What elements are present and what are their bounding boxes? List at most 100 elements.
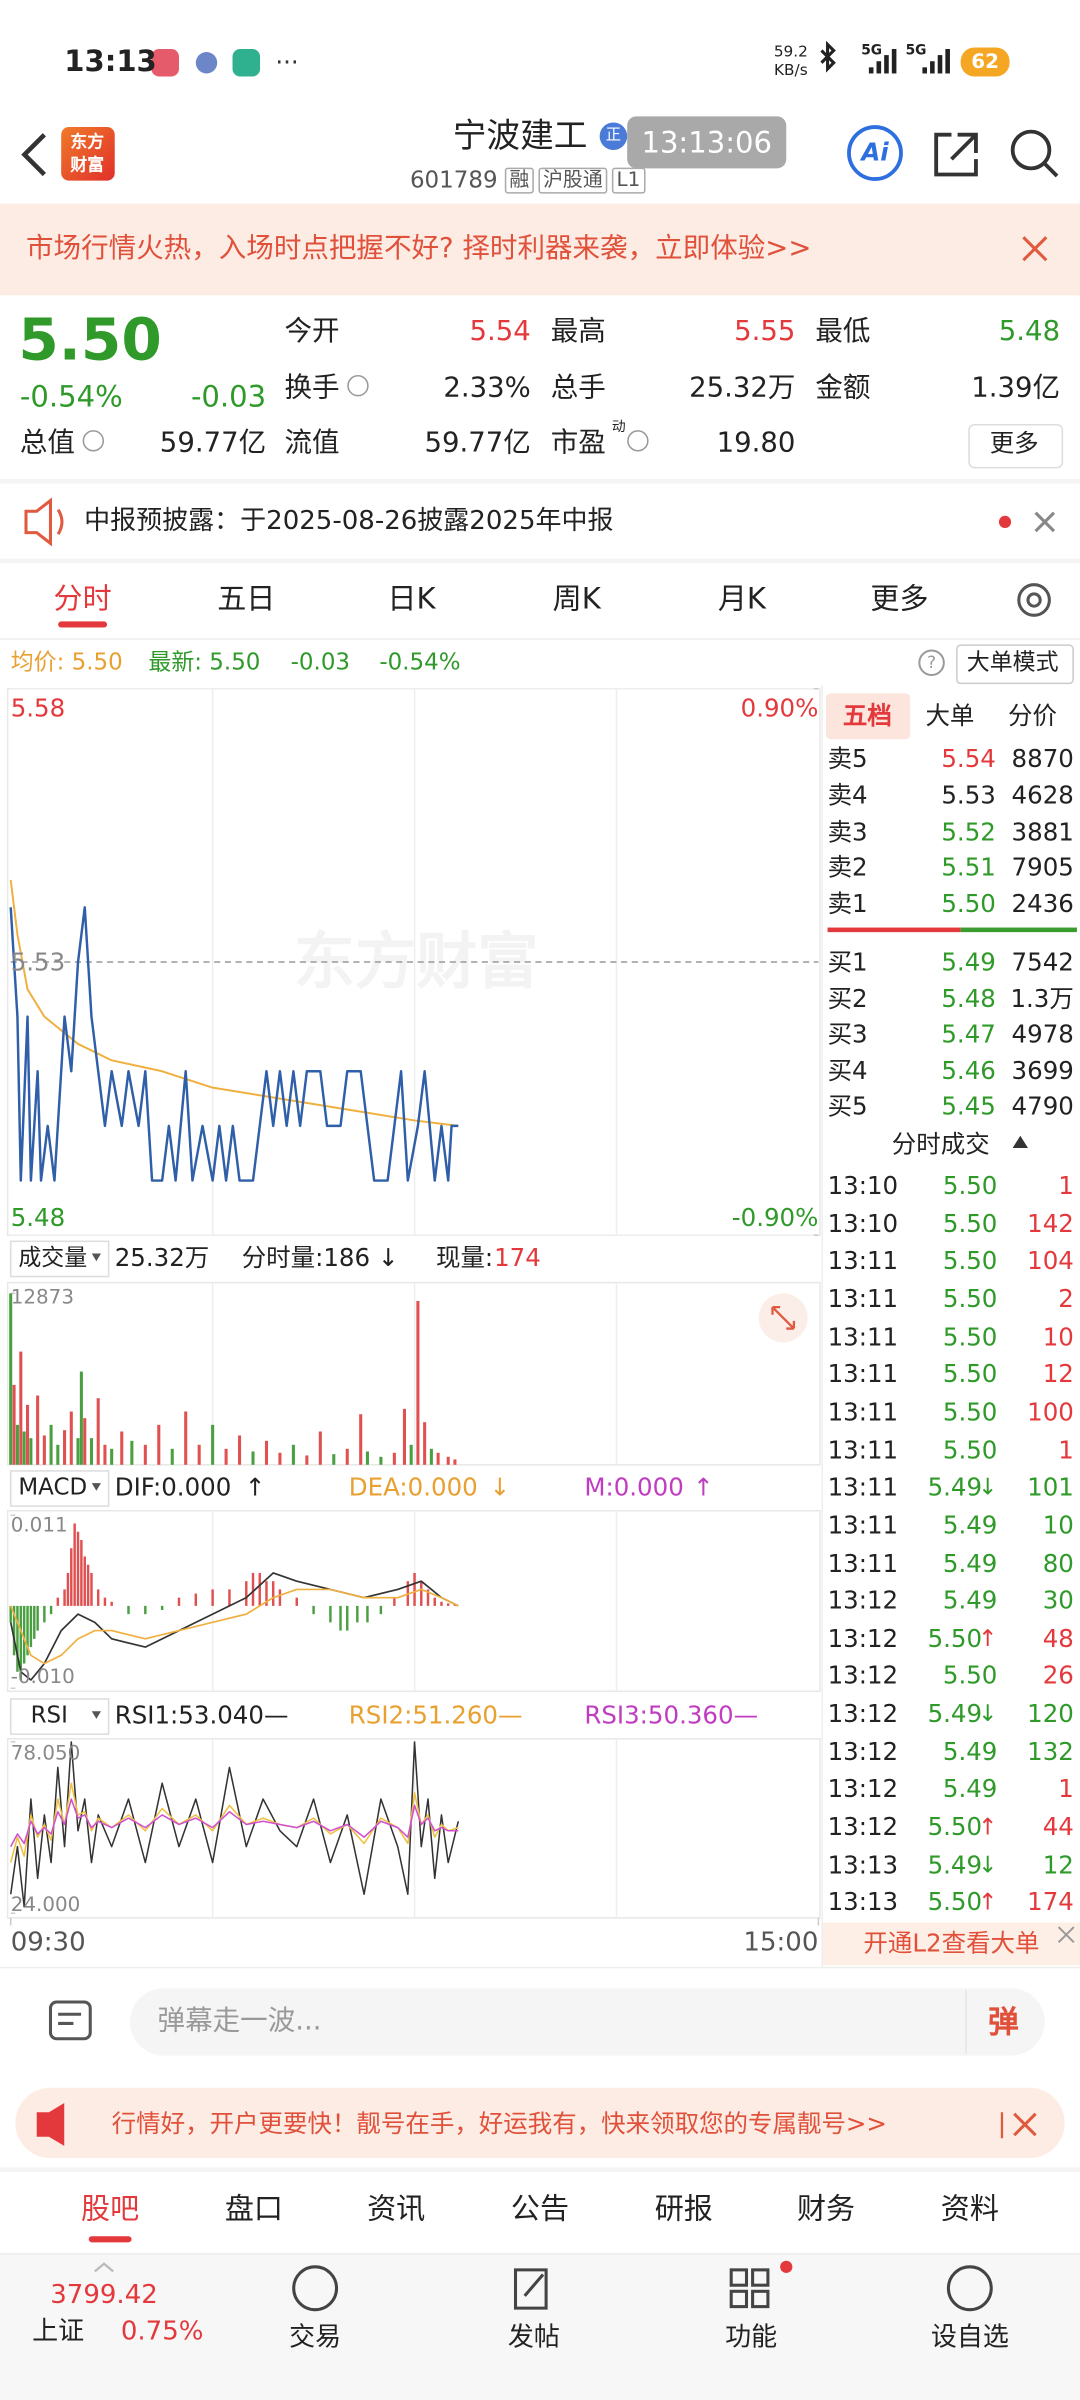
nav-item[interactable]: 交易	[289, 2322, 342, 2354]
indicator-select[interactable]: RSI	[30, 1701, 68, 1729]
more-button[interactable]	[968, 423, 1064, 469]
bottom-tab[interactable]: 研报	[654, 2192, 713, 2227]
comment-input[interactable]: 弹幕走一波...	[157, 2005, 322, 2038]
volume-bar	[69, 1411, 73, 1465]
trade-time: 13:13	[827, 1850, 899, 1880]
banner-text[interactable]: 市场行情火热，入场时点把握不好? 择时利器来袭，立即体验>>	[26, 232, 812, 265]
logo[interactable]	[61, 127, 115, 181]
index-pct[interactable]: 0.75%	[120, 2316, 204, 2348]
bottom-tab[interactable]: 公告	[510, 2192, 570, 2227]
nav-item[interactable]: 功能	[725, 2322, 778, 2354]
volume-bar	[110, 1448, 114, 1465]
book-tab[interactable]: 分价	[1008, 701, 1058, 731]
volume-bar	[9, 1293, 13, 1465]
volume-bar	[345, 1448, 349, 1465]
macd-bar	[228, 1589, 231, 1606]
macd-bar	[194, 1593, 198, 1606]
more-button[interactable]: 更多	[989, 428, 1039, 458]
bottom-tab[interactable]: 资料	[940, 2192, 999, 2227]
nav-item[interactable]: 设自选	[930, 2322, 1009, 2354]
bottom-tab[interactable]: 股吧	[81, 2192, 140, 2227]
macd-bar	[265, 1581, 268, 1606]
rsi2-label: RSI2:51.260—	[348, 1700, 523, 1730]
trades-title[interactable]: 分时成交	[891, 1129, 990, 1159]
trade-arrow: ↑	[978, 1813, 998, 1841]
book-tab[interactable]: 大单	[925, 701, 975, 731]
help-icon[interactable]: ?	[927, 652, 937, 673]
bottom-tab[interactable]: 盘口	[224, 2192, 284, 2227]
change: -0.03	[290, 648, 351, 676]
trade-time: 13:11	[827, 1321, 899, 1351]
tab[interactable]: 周K	[552, 582, 601, 617]
indicator-select[interactable]: 成交量	[18, 1243, 88, 1272]
macd-bar	[83, 1556, 86, 1606]
macd-bar	[66, 1572, 70, 1606]
macd-bar	[379, 1605, 383, 1615]
ad-text[interactable]: 行情好，开户更要快！靓号在手，好运我有，快来领取您的专属靓号>>	[111, 2109, 887, 2139]
tab[interactable]: 分时	[53, 582, 112, 617]
dif-label: DIF:0.000	[114, 1472, 232, 1502]
macd-bar	[440, 1601, 443, 1606]
bottom-tab[interactable]: 资讯	[367, 2192, 426, 2227]
book-tab[interactable]: 五档	[842, 701, 892, 731]
field-label: 市盈	[550, 427, 606, 460]
tab[interactable]: 更多	[870, 582, 929, 617]
dan-button[interactable]	[965, 1989, 1046, 2055]
l2-bg[interactable]	[822, 1922, 1080, 1966]
trade-price: 5.49	[942, 1585, 998, 1615]
trade-volume: 12	[1042, 1850, 1074, 1880]
trade-price: 5.50	[927, 1623, 983, 1653]
volume-bar	[63, 1430, 67, 1465]
logo-text[interactable]: 财富	[70, 155, 105, 176]
field-label: 总值	[19, 427, 75, 460]
book-volume: 7905	[1011, 853, 1074, 883]
macd-bar	[211, 1589, 214, 1606]
mode-button[interactable]: 大单模式	[966, 648, 1059, 676]
rsi1-label: RSI1:53.040—	[114, 1700, 289, 1730]
nav-item[interactable]: 发帖	[507, 2322, 560, 2354]
volume-bar	[238, 1435, 242, 1465]
ad-bg[interactable]	[15, 2087, 1065, 2159]
volume-bar	[453, 1459, 457, 1465]
info-icon	[627, 430, 649, 452]
index-value[interactable]: 3799.42	[50, 2279, 158, 2311]
field-label: 最低	[815, 315, 871, 348]
book-label: 买4	[827, 1055, 868, 1085]
indicator-select[interactable]: MACD	[18, 1473, 88, 1501]
book-volume: 1.3万	[1010, 983, 1074, 1013]
bottom-tab[interactable]: 财务	[796, 2192, 856, 2227]
logo-text[interactable]: 东方	[70, 132, 105, 153]
trade-volume: 100	[1027, 1397, 1074, 1427]
danmaku-button[interactable]: 弹	[988, 2003, 1019, 2041]
index-name[interactable]: 上证	[32, 2316, 85, 2348]
tab[interactable]: 五日	[217, 582, 276, 617]
volume-bar	[130, 1440, 134, 1465]
tab-underline	[88, 2236, 132, 2243]
field-label: 流值	[284, 427, 340, 460]
volume-bar	[96, 1398, 100, 1465]
book-panel	[821, 685, 1080, 1967]
tab[interactable]: 日K	[387, 582, 436, 617]
volume-bar	[15, 1424, 19, 1465]
macd-bar	[127, 1605, 130, 1615]
trade-price: 5.49	[942, 1774, 998, 1804]
book-tab-active[interactable]	[826, 693, 911, 740]
macd-bar	[26, 1605, 29, 1656]
volume-bar	[29, 1438, 33, 1465]
input-box[interactable]	[130, 1988, 1045, 2056]
info-icon	[347, 374, 369, 397]
ai-button[interactable]: Ai	[861, 137, 889, 167]
volume-bar	[409, 1444, 413, 1465]
macd-bar	[271, 1581, 275, 1606]
l2-link[interactable]: 开通L2查看大单	[863, 1928, 1040, 1958]
notice-text[interactable]: 中报预披露：于2025-08-26披露2025年中报	[84, 505, 614, 537]
volume-bar	[423, 1422, 427, 1465]
latest-price: 最新: 5.50	[148, 648, 261, 676]
tab[interactable]: 月K	[717, 582, 766, 617]
mode-button[interactable]	[956, 644, 1074, 685]
x-tick-label: 15:00	[743, 1927, 819, 1959]
volume-bar	[83, 1418, 87, 1465]
volume-bar	[36, 1395, 40, 1465]
trade-price: 5.50	[942, 1397, 998, 1427]
banner-bg[interactable]	[0, 203, 1080, 296]
